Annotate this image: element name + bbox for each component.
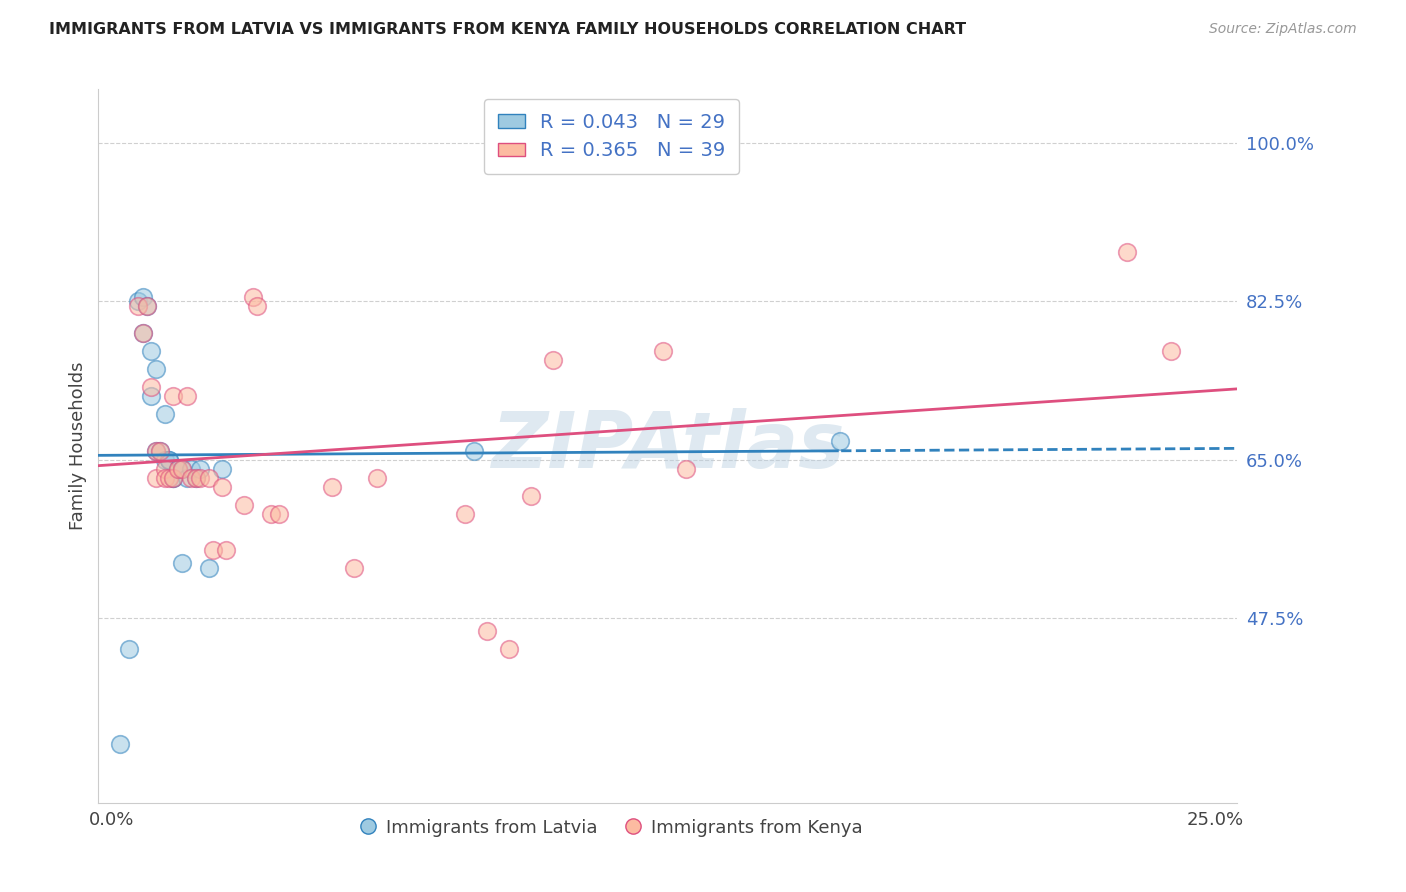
Point bbox=[162, 470, 184, 484]
Point bbox=[167, 461, 190, 475]
Point bbox=[136, 299, 159, 313]
Point bbox=[118, 642, 141, 657]
Point bbox=[131, 290, 153, 304]
Point bbox=[269, 507, 291, 521]
Point bbox=[127, 294, 149, 309]
Point bbox=[153, 470, 176, 484]
Point bbox=[246, 299, 269, 313]
Point bbox=[145, 443, 167, 458]
Point bbox=[149, 443, 172, 458]
Point bbox=[176, 389, 198, 403]
Point bbox=[180, 461, 202, 475]
Point bbox=[541, 353, 564, 368]
Point bbox=[242, 290, 264, 304]
Point bbox=[149, 443, 172, 458]
Point bbox=[197, 470, 219, 484]
Point bbox=[366, 470, 388, 484]
Point bbox=[172, 461, 194, 475]
Point bbox=[145, 443, 167, 458]
Y-axis label: Family Households: Family Households bbox=[69, 362, 87, 530]
Point bbox=[153, 408, 176, 422]
Point bbox=[180, 470, 202, 484]
Point bbox=[157, 452, 180, 467]
Point bbox=[188, 470, 211, 484]
Point bbox=[145, 470, 167, 484]
Point bbox=[184, 470, 207, 484]
Text: Source: ZipAtlas.com: Source: ZipAtlas.com bbox=[1209, 22, 1357, 37]
Point bbox=[259, 507, 281, 521]
Point bbox=[454, 507, 477, 521]
Point bbox=[475, 624, 498, 639]
Point bbox=[172, 557, 194, 571]
Point bbox=[211, 461, 233, 475]
Point bbox=[197, 561, 219, 575]
Point bbox=[157, 470, 180, 484]
Text: IMMIGRANTS FROM LATVIA VS IMMIGRANTS FROM KENYA FAMILY HOUSEHOLDS CORRELATION CH: IMMIGRANTS FROM LATVIA VS IMMIGRANTS FRO… bbox=[49, 22, 966, 37]
Point bbox=[162, 470, 184, 484]
Point bbox=[162, 470, 184, 484]
Point bbox=[498, 642, 520, 657]
Point bbox=[127, 299, 149, 313]
Point bbox=[136, 299, 159, 313]
Point bbox=[1160, 344, 1182, 359]
Point bbox=[162, 389, 184, 403]
Point bbox=[153, 461, 176, 475]
Point bbox=[131, 326, 153, 340]
Point bbox=[215, 542, 238, 557]
Point bbox=[110, 737, 132, 751]
Point bbox=[145, 362, 167, 376]
Point bbox=[1116, 244, 1139, 259]
Point bbox=[141, 344, 163, 359]
Point bbox=[463, 443, 485, 458]
Point bbox=[520, 489, 543, 503]
Point bbox=[176, 470, 198, 484]
Point bbox=[188, 461, 211, 475]
Legend: Immigrants from Latvia, Immigrants from Kenya: Immigrants from Latvia, Immigrants from … bbox=[352, 812, 870, 844]
Point bbox=[141, 380, 163, 394]
Point bbox=[141, 389, 163, 403]
Text: ZIPAtlas: ZIPAtlas bbox=[491, 408, 845, 484]
Point bbox=[675, 461, 697, 475]
Point bbox=[167, 461, 190, 475]
Point bbox=[211, 480, 233, 494]
Point bbox=[184, 470, 207, 484]
Point bbox=[167, 461, 190, 475]
Point bbox=[172, 461, 194, 475]
Point bbox=[157, 452, 180, 467]
Point bbox=[131, 326, 153, 340]
Point bbox=[321, 480, 343, 494]
Point bbox=[343, 561, 366, 575]
Point bbox=[233, 498, 256, 512]
Point bbox=[202, 542, 225, 557]
Point bbox=[828, 434, 851, 449]
Point bbox=[153, 452, 176, 467]
Point bbox=[652, 344, 675, 359]
